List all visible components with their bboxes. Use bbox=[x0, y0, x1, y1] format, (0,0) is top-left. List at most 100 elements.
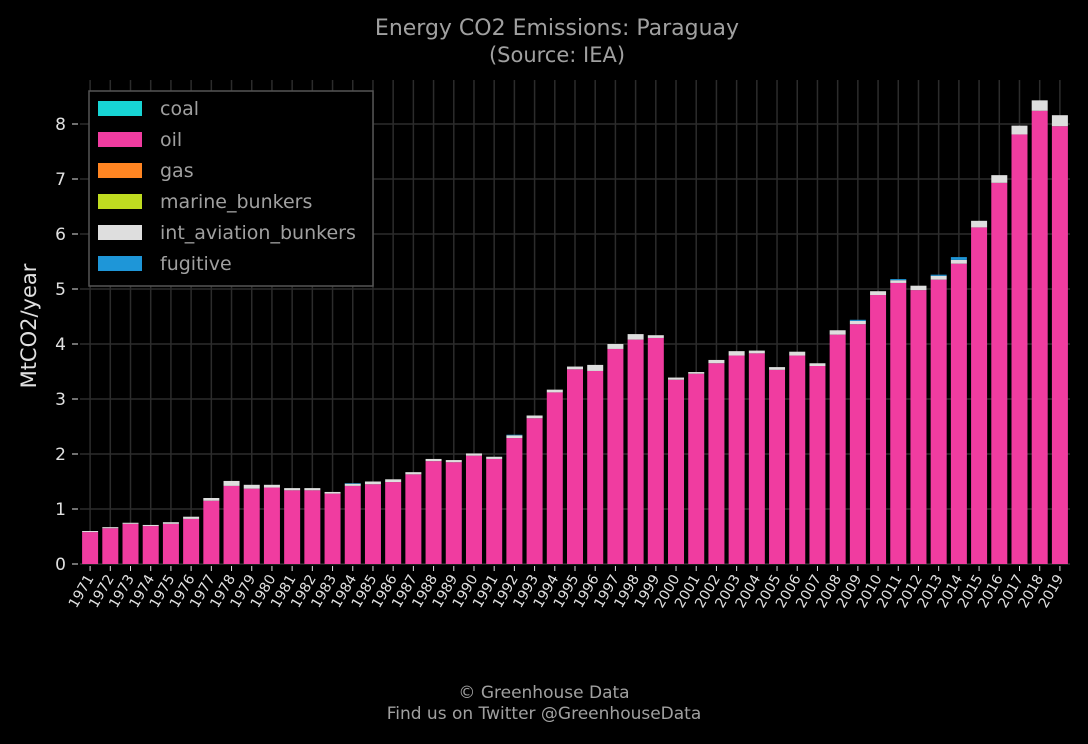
chart-title: Energy CO2 Emissions: Paraguay bbox=[375, 16, 739, 41]
bar-oil-2008 bbox=[829, 334, 846, 564]
bar-oil-1984 bbox=[344, 485, 361, 564]
legend-label-coal: coal bbox=[160, 98, 199, 120]
bar-oil-1998 bbox=[627, 339, 644, 564]
bar-oil-1977 bbox=[203, 500, 220, 564]
bar-int_aviation_bunkers-1977 bbox=[203, 498, 220, 501]
bar-oil-2009 bbox=[849, 324, 866, 564]
bar-int_aviation_bunkers-1992 bbox=[506, 435, 523, 439]
bar-oil-1972 bbox=[102, 528, 119, 564]
bar-oil-1991 bbox=[486, 458, 503, 564]
legend-swatch-gas bbox=[98, 163, 142, 178]
bar-int_aviation_bunkers-1993 bbox=[526, 415, 543, 419]
chart-subtitle: (Source: IEA) bbox=[489, 43, 625, 67]
bar-oil-1990 bbox=[465, 455, 482, 564]
bar-int_aviation_bunkers-1979 bbox=[243, 484, 260, 489]
bar-oil-2018 bbox=[1031, 110, 1048, 565]
y-tick-label: 1 bbox=[55, 500, 66, 520]
bar-int_aviation_bunkers-1997 bbox=[607, 344, 624, 349]
bar-int_aviation_bunkers-2017 bbox=[1011, 125, 1028, 135]
bar-oil-1981 bbox=[284, 490, 301, 564]
y-tick-label: 3 bbox=[55, 390, 66, 410]
bar-int_aviation_bunkers-2000 bbox=[668, 377, 685, 380]
bar-oil-1973 bbox=[122, 523, 139, 564]
bar-oil-2019 bbox=[1051, 126, 1068, 564]
bar-int_aviation_bunkers-2011 bbox=[890, 280, 907, 283]
bars-layer bbox=[82, 100, 1068, 565]
bar-int_aviation_bunkers-2001 bbox=[688, 372, 705, 374]
bar-int_aviation_bunkers-2018 bbox=[1031, 100, 1048, 111]
bar-oil-1975 bbox=[162, 523, 179, 564]
bar-oil-1987 bbox=[405, 474, 422, 564]
bar-oil-2002 bbox=[708, 363, 725, 564]
bar-int_aviation_bunkers-1989 bbox=[445, 460, 462, 463]
bar-int_aviation_bunkers-2012 bbox=[910, 285, 927, 291]
bar-int_aviation_bunkers-1991 bbox=[486, 456, 503, 459]
bar-oil-1993 bbox=[526, 418, 543, 564]
bar-oil-1983 bbox=[324, 493, 341, 564]
bar-fugitive-2013 bbox=[930, 274, 947, 276]
bar-int_aviation_bunkers-2010 bbox=[870, 291, 887, 296]
bar-oil-2007 bbox=[809, 366, 826, 564]
bar-oil-1978 bbox=[223, 485, 240, 564]
bar-oil-2013 bbox=[930, 279, 947, 564]
bar-fugitive-2009 bbox=[849, 319, 866, 321]
y-tick-label: 6 bbox=[55, 225, 66, 245]
bar-int_aviation_bunkers-1974 bbox=[142, 524, 159, 527]
bar-oil-1992 bbox=[506, 438, 523, 564]
bar-oil-2006 bbox=[789, 355, 806, 564]
bar-int_aviation_bunkers-2019 bbox=[1051, 115, 1068, 127]
bar-int_aviation_bunkers-1976 bbox=[183, 516, 200, 519]
bar-int_aviation_bunkers-1973 bbox=[122, 522, 139, 524]
legend-label-marine_bunkers: marine_bunkers bbox=[160, 191, 312, 213]
bar-oil-1985 bbox=[364, 484, 381, 564]
bar-int_aviation_bunkers-1990 bbox=[465, 453, 482, 456]
bar-oil-1996 bbox=[587, 370, 604, 564]
bar-int_aviation_bunkers-2003 bbox=[728, 351, 745, 356]
bar-int_aviation_bunkers-2016 bbox=[991, 175, 1008, 183]
legend-swatch-fugitive bbox=[98, 256, 142, 271]
bar-oil-2010 bbox=[870, 295, 887, 564]
y-tick-label: 2 bbox=[55, 445, 66, 465]
bar-int_aviation_bunkers-1981 bbox=[284, 488, 301, 491]
bar-oil-2001 bbox=[688, 373, 705, 564]
bar-int_aviation_bunkers-1994 bbox=[546, 389, 563, 393]
bar-int_aviation_bunkers-1971 bbox=[82, 531, 99, 533]
bar-oil-1980 bbox=[263, 487, 280, 564]
bar-int_aviation_bunkers-1987 bbox=[405, 472, 422, 475]
bar-int_aviation_bunkers-2004 bbox=[748, 350, 765, 354]
bar-oil-1997 bbox=[607, 348, 624, 564]
bar-int_aviation_bunkers-2015 bbox=[971, 220, 988, 228]
bar-oil-2003 bbox=[728, 355, 745, 564]
bar-oil-2005 bbox=[769, 369, 786, 564]
bar-int_aviation_bunkers-2009 bbox=[849, 320, 866, 325]
bar-oil-2014 bbox=[950, 263, 967, 564]
bar-int_aviation_bunkers-1986 bbox=[385, 479, 402, 483]
bar-oil-1994 bbox=[546, 392, 563, 564]
bar-oil-2011 bbox=[890, 282, 907, 564]
bar-int_aviation_bunkers-2014 bbox=[950, 259, 967, 264]
y-tick-label: 5 bbox=[55, 280, 66, 300]
bar-int_aviation_bunkers-1983 bbox=[324, 491, 341, 494]
bar-oil-2015 bbox=[971, 227, 988, 564]
bar-int_aviation_bunkers-2006 bbox=[789, 351, 806, 356]
bar-int_aviation_bunkers-1998 bbox=[627, 334, 644, 340]
legend-swatch-marine_bunkers bbox=[98, 194, 142, 209]
bar-oil-1979 bbox=[243, 488, 260, 564]
bar-oil-2016 bbox=[991, 182, 1008, 564]
bar-oil-1988 bbox=[425, 461, 442, 564]
bar-int_aviation_bunkers-2008 bbox=[829, 330, 846, 335]
bar-fugitive-1992 bbox=[506, 434, 523, 436]
bar-int_aviation_bunkers-2005 bbox=[769, 367, 786, 370]
bar-int_aviation_bunkers-2013 bbox=[930, 275, 947, 280]
bar-oil-1974 bbox=[142, 526, 159, 564]
bar-oil-1971 bbox=[82, 532, 99, 564]
bar-int_aviation_bunkers-1978 bbox=[223, 480, 240, 486]
bar-int_aviation_bunkers-1996 bbox=[587, 364, 604, 371]
legend-label-int_aviation_bunkers: int_aviation_bunkers bbox=[160, 222, 356, 244]
legend-swatch-coal bbox=[98, 101, 142, 116]
bar-int_aviation_bunkers-1988 bbox=[425, 458, 442, 462]
bar-oil-1989 bbox=[445, 462, 462, 564]
bar-int_aviation_bunkers-1982 bbox=[304, 488, 321, 491]
